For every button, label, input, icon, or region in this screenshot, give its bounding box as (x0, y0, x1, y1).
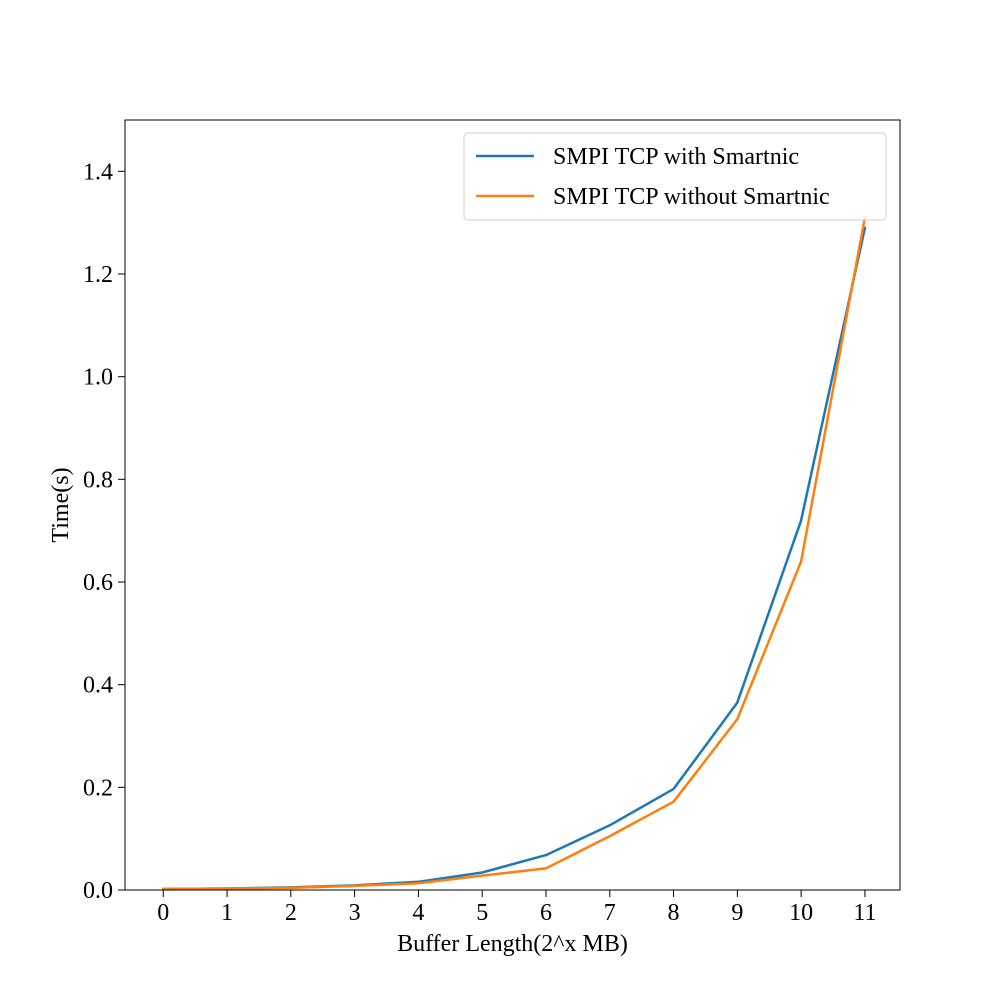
x-axis-label: Buffer Length(2^x MB) (397, 931, 628, 957)
x-tick-label: 8 (668, 900, 680, 926)
legend-box (463, 132, 887, 221)
x-tick-label: 7 (604, 900, 616, 926)
x-tick-label: 4 (412, 900, 424, 926)
x-tick-label: 1 (221, 900, 233, 926)
y-tick-label: 0.0 (83, 878, 113, 904)
y-tick-label: 1.0 (83, 365, 113, 391)
y-tick-label: 0.4 (83, 673, 113, 699)
x-tick-label: 6 (540, 900, 552, 926)
y-tick-label: 0.8 (83, 467, 113, 493)
plot-area-frame (124, 119, 901, 891)
y-tick-label: 1.4 (83, 159, 113, 185)
y-axis-label: Time(s) (48, 467, 74, 542)
legend: SMPI TCP with Smartnic SMPI TCP without S… (463, 132, 887, 221)
series-layer (162, 216, 867, 891)
y-tick-label: 1.2 (83, 262, 113, 288)
series-line-without-smartnic (162, 216, 867, 891)
x-tick-label: 11 (853, 900, 876, 926)
x-tick-label: 5 (476, 900, 488, 926)
y-tick-label: 0.2 (83, 775, 113, 801)
legend-label: SMPI TCP without Smartnic (553, 184, 830, 210)
y-tick-label: 0.6 (83, 570, 113, 596)
x-tick-label: 0 (157, 900, 169, 926)
x-tick-label: 10 (789, 900, 813, 926)
legend-label: SMPI TCP with Smartnic (553, 144, 799, 170)
x-tick-label: 9 (731, 900, 743, 926)
x-axis: 0 1 2 3 4 5 6 7 8 9 10 11 (157, 890, 876, 926)
x-tick-label: 3 (349, 900, 361, 926)
x-tick-label: 2 (285, 900, 297, 926)
y-axis: 0.0 0.2 0.4 0.6 0.8 1.0 1.2 1.4 (83, 159, 125, 904)
